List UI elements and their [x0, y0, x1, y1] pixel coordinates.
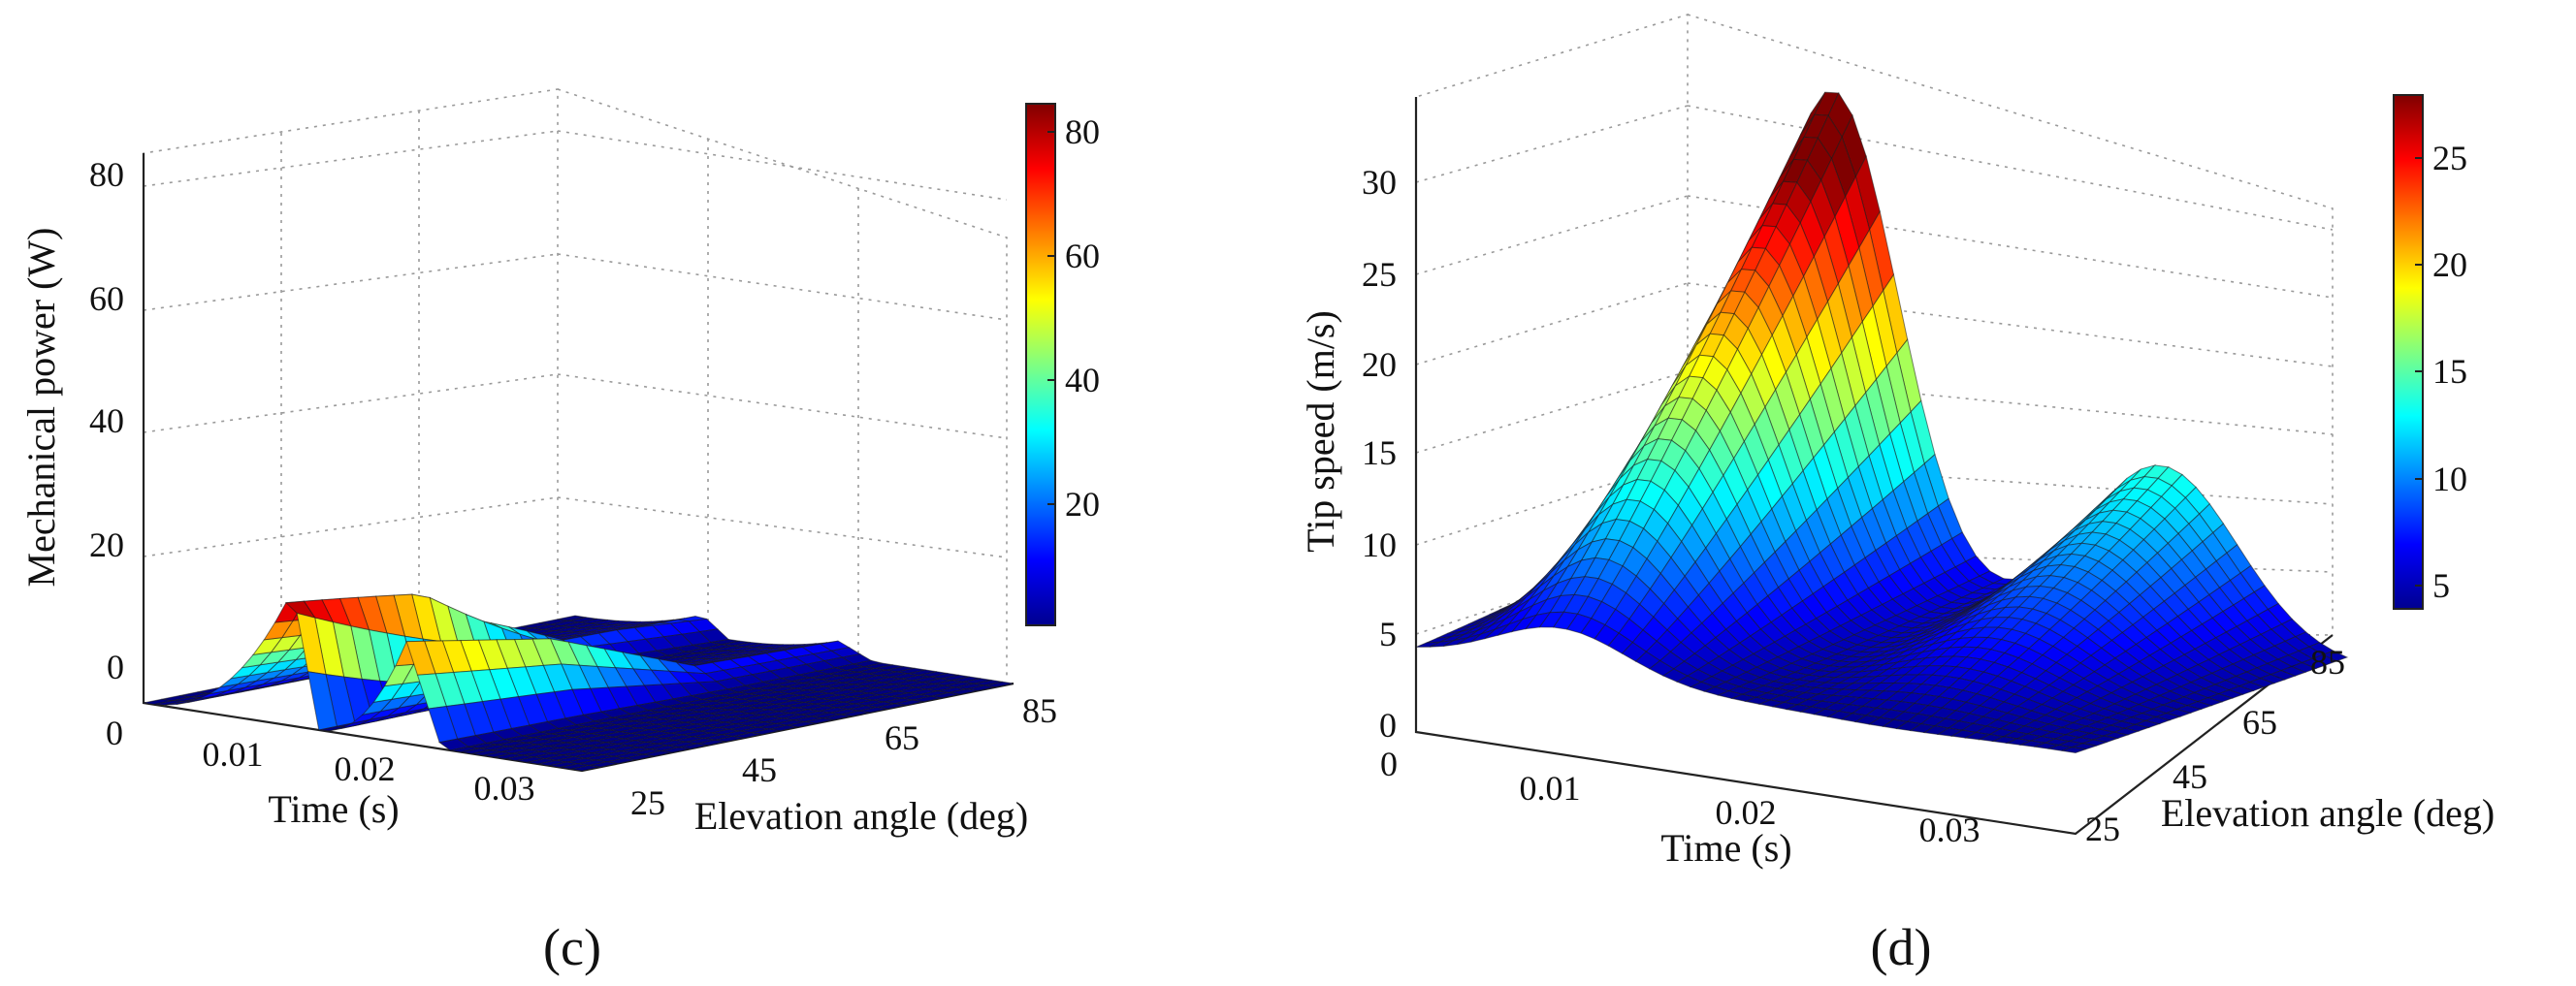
x-tick: 0.01: [1520, 769, 1581, 808]
surface-cell: [2061, 747, 2086, 754]
panel-c-surface: [143, 593, 1014, 772]
panel-c-colorbar: 20 40 60 80: [1025, 103, 1100, 626]
x-tick: 0.03: [1919, 811, 1980, 849]
colorbar-tick: 40: [1065, 361, 1100, 399]
z-tick: 5: [1379, 615, 1397, 653]
z-tick: 80: [89, 155, 124, 194]
colorbar-gradient: [2394, 95, 2423, 609]
colorbar-gradient: [1026, 104, 1055, 625]
colorbar-tick: 60: [1065, 237, 1100, 275]
panel-d-xticks: 0 0.01 0.02 0.03: [1380, 745, 1980, 849]
x-tick: 0.01: [203, 735, 264, 774]
colorbar-tick: 20: [2432, 245, 2467, 284]
panel-c-gridbox: [143, 88, 1008, 681]
y-tick: 25: [630, 783, 665, 822]
z-tick: 40: [89, 401, 124, 440]
y-tick: 45: [2173, 757, 2207, 796]
z-tick: 15: [1362, 433, 1397, 472]
panel-c-yticks: 25 45 65 85: [630, 691, 1057, 822]
panel-d-ylabel: Elevation angle (deg): [2161, 791, 2495, 835]
panel-c-zlabel: Mechanical power (W): [19, 228, 63, 588]
x-tick: 0.03: [474, 769, 535, 808]
panel-d-surface: [1415, 91, 2349, 754]
panel-c-xlabel: Time (s): [268, 787, 399, 831]
colorbar-tick: 25: [2432, 139, 2467, 177]
panel-c-ylabel: Elevation angle (deg): [694, 794, 1028, 838]
panel-d-yticks: 25 45 65 85: [2085, 643, 2345, 848]
colorbar-tick: 5: [2432, 566, 2450, 605]
panel-c: 0 20 40 60 80 0 0.01 0.02 0.03 25 45 65 …: [19, 88, 1100, 976]
panel-d-zticks: 0 5 10 15 20 25 30: [1362, 163, 1397, 745]
y-tick: 65: [2242, 703, 2277, 742]
panel-d-label: (d): [1871, 918, 1932, 976]
y-tick: 85: [1022, 691, 1057, 730]
panel-c-zticks: 0 20 40 60 80: [89, 155, 124, 686]
panel-d: 0 5 10 15 20 25 30 0 0.01 0.02 0.03 25 4…: [1299, 13, 2495, 976]
y-tick: 65: [885, 718, 919, 757]
x-tick: 0.02: [335, 749, 396, 788]
z-tick: 20: [89, 525, 124, 564]
z-tick: 60: [89, 279, 124, 318]
colorbar-tick: 10: [2432, 460, 2467, 498]
colorbar-tick: 20: [1065, 485, 1100, 524]
colorbar-tick: 80: [1065, 112, 1100, 151]
z-tick: 0: [107, 648, 124, 686]
z-tick: 10: [1362, 525, 1397, 564]
panel-d-zlabel: Tip speed (m/s): [1299, 310, 1342, 553]
z-tick: 25: [1362, 255, 1397, 294]
panel-d-axes: [1414, 97, 2334, 836]
z-tick: 20: [1362, 345, 1397, 384]
y-tick: 85: [2310, 643, 2345, 682]
z-tick: 30: [1362, 163, 1397, 202]
y-tick: 45: [742, 750, 777, 789]
x-tick: 0: [1380, 745, 1398, 783]
x-tick: 0.02: [1716, 793, 1777, 832]
panel-c-label: (c): [543, 918, 601, 976]
z-tick: 0: [1379, 706, 1397, 745]
panel-d-xlabel: Time (s): [1660, 826, 1791, 870]
surface-cell: [570, 764, 600, 772]
panel-d-colorbar: 5 10 15 20 25: [2393, 94, 2467, 610]
x-tick: 0: [106, 714, 123, 752]
panel-c-xticks: 0 0.01 0.02 0.03: [106, 714, 535, 808]
y-tick: 25: [2085, 810, 2120, 848]
colorbar-tick: 15: [2432, 352, 2467, 391]
